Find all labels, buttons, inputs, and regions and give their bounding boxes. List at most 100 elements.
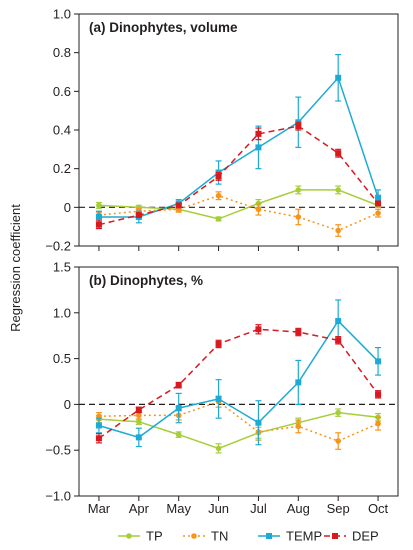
data-point	[215, 216, 222, 222]
series-line-tn	[98, 400, 379, 442]
chart-panels: −0.2 0 0.2 0.4 0.6 0.8 1.0 (a) Dinophytes, volu…	[45, 7, 399, 504]
data-point	[335, 150, 342, 157]
data-point	[295, 187, 302, 193]
data-point	[335, 74, 342, 81]
panel-title: (b) Dinophytes, %	[89, 273, 203, 288]
panel-title: (a) Dinophytes, volume	[89, 20, 238, 35]
x-tick-label: Jul	[250, 501, 267, 516]
series-dep	[95, 324, 382, 444]
x-tick-label: Sep	[327, 501, 350, 516]
legend: TP TN TEMP DEP	[118, 529, 379, 544]
series-temp	[95, 53, 382, 224]
data-point	[175, 431, 182, 438]
data-point	[255, 144, 262, 151]
series-line-temp	[98, 319, 379, 439]
data-point	[215, 395, 222, 402]
legend-label: TP	[146, 529, 163, 544]
y-axis-label: Regression coefficient	[8, 204, 23, 332]
legend-marker	[332, 533, 338, 539]
data-point	[375, 358, 382, 365]
x-tick-label: Apr	[129, 501, 150, 516]
data-point	[215, 192, 222, 199]
series-line-tp	[98, 411, 379, 450]
data-point	[96, 202, 102, 209]
data-point	[375, 391, 382, 398]
y-tick-label: 0.2	[53, 161, 71, 176]
series-line-temp	[98, 76, 379, 218]
legend-label: TEMP	[286, 529, 322, 544]
series-line-dep	[98, 125, 379, 226]
data-point	[375, 194, 382, 201]
series-line-tp	[98, 189, 379, 220]
data-point	[335, 187, 341, 193]
data-point	[335, 337, 342, 344]
legend-item-dep: DEP	[324, 529, 379, 544]
data-point	[215, 173, 222, 180]
y-tick-label: 1.0	[53, 305, 71, 320]
series-line-dep	[98, 328, 379, 439]
data-point	[95, 422, 102, 429]
data-point	[255, 419, 262, 426]
y-tick-label: 0.8	[53, 45, 71, 60]
data-point	[95, 221, 102, 228]
y-tick-label: 0	[64, 397, 71, 412]
data-point	[295, 423, 302, 430]
data-point	[375, 210, 381, 216]
x-tick-label: Aug	[287, 501, 310, 516]
y-tick-label: 1.5	[53, 260, 71, 275]
data-point	[375, 420, 381, 427]
data-point	[255, 130, 262, 137]
data-point	[136, 412, 142, 419]
data-point	[175, 382, 182, 389]
data-point	[215, 340, 222, 347]
data-point	[255, 206, 262, 213]
data-point	[335, 409, 341, 416]
y-tick-label: 0.6	[53, 84, 71, 99]
legend-marker	[126, 533, 132, 539]
data-point	[335, 227, 341, 234]
y-tick-label: −0.2	[45, 239, 71, 254]
y-tick-label: 0.5	[53, 351, 71, 366]
data-point	[375, 200, 382, 207]
data-point	[295, 329, 302, 336]
y-tick-label: 1.0	[53, 7, 71, 22]
y-tick-label: 0	[64, 200, 71, 215]
data-point	[215, 445, 222, 452]
x-tick-label: Mar	[88, 501, 111, 516]
legend-label: DEP	[352, 529, 379, 544]
data-point	[95, 214, 102, 220]
y-tick-label: −1.0	[45, 489, 71, 504]
x-axis-tick-labels: Mar Apr May Jun Jul Aug Sep Oct	[88, 501, 389, 516]
x-tick-label: Oct	[368, 501, 389, 516]
data-point	[135, 212, 142, 219]
data-point	[95, 435, 102, 442]
series-temp	[95, 299, 382, 448]
legend-marker	[266, 533, 272, 539]
chart-panel-a: −0.2 0 0.2 0.4 0.6 0.8 1.0 (a) Dinophytes, volu…	[45, 7, 399, 254]
legend-item-tn: TN	[183, 529, 228, 544]
data-point	[295, 379, 302, 386]
data-point	[335, 318, 342, 325]
legend-marker	[191, 533, 197, 539]
data-point	[175, 405, 182, 412]
plot-frame	[78, 266, 399, 497]
series-dep	[95, 121, 382, 230]
data-point	[295, 123, 302, 130]
y-tick-label: −0.5	[45, 443, 71, 458]
x-tick-label: May	[166, 501, 191, 516]
data-point	[335, 438, 341, 444]
legend-item-tp: TP	[118, 529, 163, 544]
legend-label: TN	[211, 529, 228, 544]
legend-item-temp: TEMP	[258, 529, 322, 544]
x-tick-label: Jun	[208, 501, 229, 516]
data-point	[135, 406, 142, 413]
y-tick-label: 0.4	[53, 123, 71, 138]
series-line-tn	[98, 194, 379, 232]
data-point	[136, 419, 142, 425]
data-point	[175, 202, 182, 209]
chart-panel-b: −1.0 −0.5 0 0.5 1.0 1.5 (b) Dinophytes, %	[45, 260, 399, 504]
data-point	[255, 326, 262, 333]
data-point	[295, 214, 302, 220]
data-point	[135, 434, 142, 441]
